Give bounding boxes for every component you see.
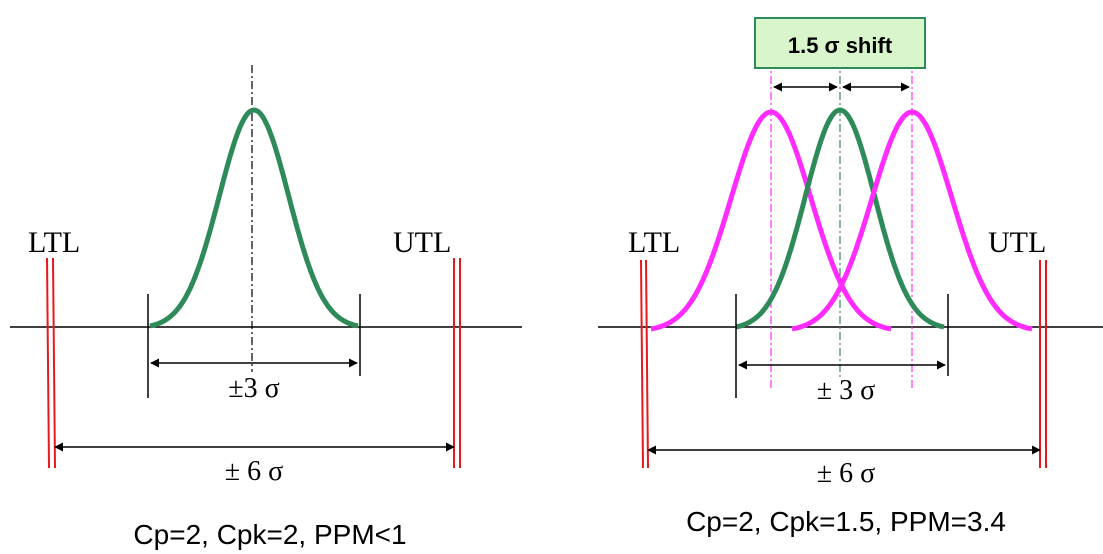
- left-three-sigma-label: ±3 σ: [228, 373, 279, 404]
- right-utl-label: UTL: [988, 226, 1046, 259]
- right-panel: 1.5 σ shift LTL UTL ± 3 σ ± 6 σ Cp=2, Cp…: [598, 18, 1103, 537]
- right-ltl-marker: [641, 260, 648, 468]
- right-ltl-label: LTL: [628, 226, 680, 259]
- left-nominal-distribution-curve: [150, 110, 358, 326]
- shift-label: 1.5 σ shift: [788, 33, 893, 58]
- left-utl-label: UTL: [393, 226, 451, 259]
- right-caption: Cp=2, Cpk=1.5, PPM=3.4: [686, 506, 1006, 537]
- left-ltl-label: LTL: [28, 226, 80, 259]
- right-utl-marker: [1040, 260, 1046, 468]
- left-ltl-marker: [47, 258, 55, 468]
- left-utl-marker: [454, 258, 460, 468]
- right-three-sigma-label: ± 3 σ: [817, 375, 875, 406]
- right-six-sigma-label: ± 6 σ: [817, 458, 875, 489]
- left-caption: Cp=2, Cpk=2, PPM<1: [133, 519, 406, 550]
- left-six-sigma-label: ± 6 σ: [225, 456, 283, 487]
- left-panel: LTL UTL ±3 σ ± 6 σ Cp=2, Cpk=2, PPM<1: [10, 65, 522, 550]
